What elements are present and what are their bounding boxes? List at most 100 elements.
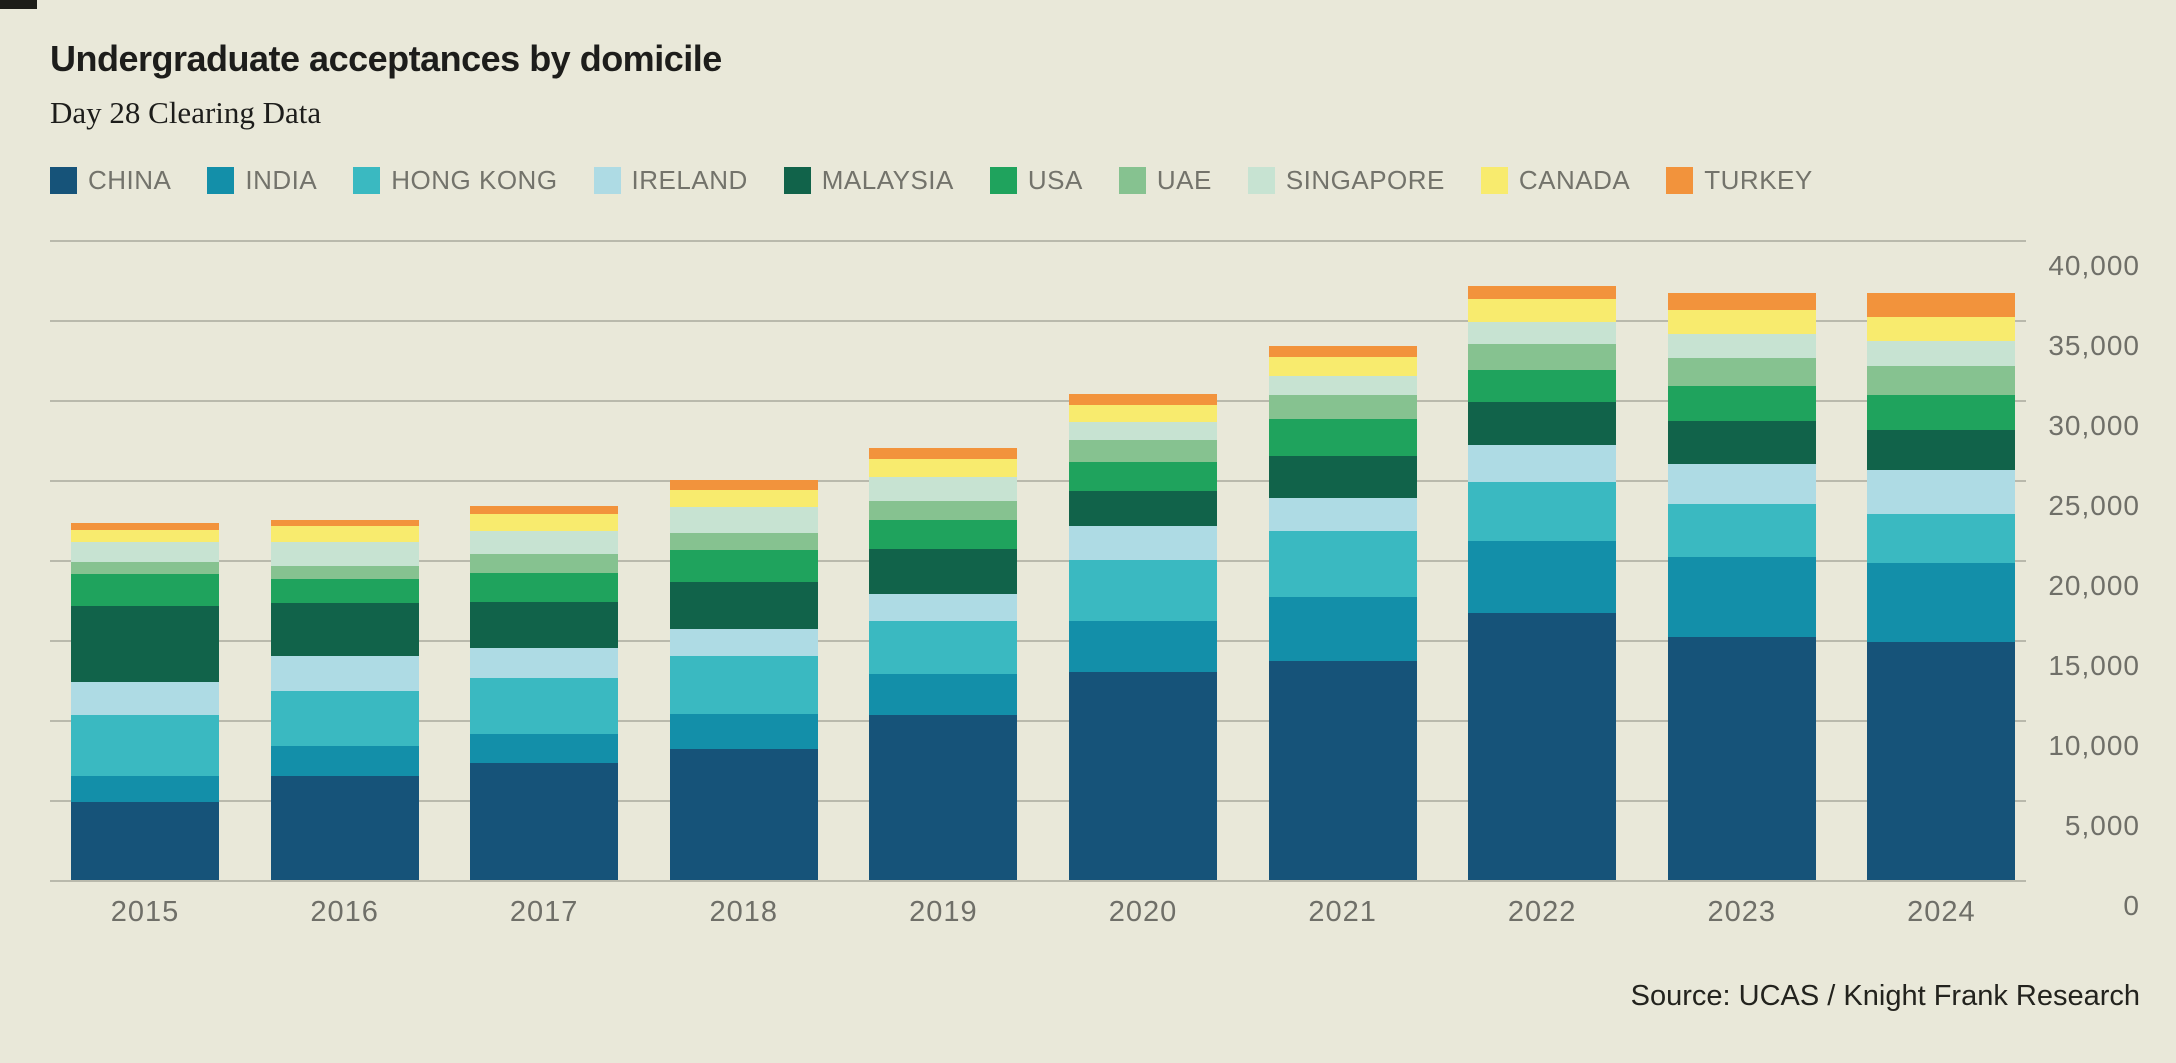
x-axis-label-2021: 2021: [1308, 896, 1377, 928]
bar-segment-singapore-2017: [470, 531, 619, 554]
bar-segment-ireland-2018: [669, 628, 818, 656]
bar-segment-uae-2016: [270, 566, 419, 580]
gridline-40000: [50, 240, 2026, 242]
legend-item-india: INDIA: [207, 165, 317, 196]
gridline-20000: [50, 560, 2026, 562]
gridline-35000: [50, 320, 2026, 322]
bar-segment-ireland-2017: [470, 648, 619, 679]
bar-segment-usa-2019: [869, 520, 1018, 549]
bar-segment-canada-2022: [1468, 299, 1617, 322]
bar-segment-china-2023: [1667, 636, 1816, 880]
legend-item-malaysia: MALAYSIA: [783, 165, 954, 196]
bar-segment-india-2023: [1667, 556, 1816, 637]
bar-segment-ireland-2015: [71, 681, 219, 716]
bar-segment-india-2017: [470, 734, 619, 764]
chart-subtitle: Day 28 Clearing Data: [50, 95, 322, 130]
x-axis-label-2016: 2016: [310, 896, 379, 928]
bar-segment-hong-kong-2021: [1268, 531, 1417, 597]
bar-segment-malaysia-2018: [669, 582, 818, 629]
chart-legend: CHINA INDIA HONG KONG IRELAND MALAYSIA USA UAE…: [50, 165, 1813, 196]
bar-2024: [1867, 0, 2016, 880]
x-axis-label-2018: 2018: [709, 896, 779, 928]
bar-segment-singapore-2016: [270, 542, 419, 567]
bar-segment-turkey-2015: [71, 523, 219, 530]
x-axis-label-2022: 2022: [1507, 896, 1577, 928]
legend-swatch-icon: [1666, 167, 1694, 194]
bar-segment-usa-2023: [1667, 385, 1816, 421]
bar-segment-uae-2017: [470, 553, 619, 573]
bar-segment-malaysia-2024: [1867, 430, 2016, 471]
bar-2017: [470, 0, 619, 880]
bar-segment-hong-kong-2023: [1667, 504, 1816, 557]
bar-2023: [1667, 0, 1816, 880]
bar-segment-india-2019: [869, 673, 1018, 716]
legend-swatch-icon: [1118, 167, 1146, 194]
bar-segment-india-2015: [71, 776, 219, 802]
bar-segment-usa-2017: [470, 572, 619, 602]
y-axis-tick-label: 10,000: [2048, 730, 2140, 761]
legend-item-usa: USA: [989, 165, 1083, 196]
bar-segment-uae-2018: [669, 532, 818, 551]
bar-segment-usa-2022: [1468, 369, 1617, 402]
legend-item-turkey: TURKEY: [1666, 165, 1812, 196]
bar-segment-china-2019: [869, 715, 1018, 880]
y-axis-tick-label: 30,000: [2048, 410, 2140, 441]
bar-segment-turkey-2018: [669, 480, 818, 490]
legend-label: CANADA: [1518, 165, 1631, 195]
bar-segment-china-2022: [1468, 612, 1617, 880]
bar-segment-india-2024: [1867, 563, 2016, 642]
bar-2021: [1268, 0, 1417, 880]
bar-segment-canada-2021: [1268, 356, 1417, 376]
legend-swatch-icon: [207, 167, 235, 194]
legend-item-china: CHINA: [50, 165, 171, 196]
legend-swatch-icon: [593, 167, 621, 194]
bar-segment-india-2022: [1468, 540, 1617, 613]
bar-segment-hong-kong-2016: [270, 691, 419, 746]
bar-segment-malaysia-2016: [270, 603, 419, 656]
gridline-10000: [50, 720, 2026, 722]
bar-segment-usa-2020: [1069, 462, 1217, 492]
x-axis-label-2020: 2020: [1108, 896, 1178, 928]
legend-label: IRELAND: [631, 165, 748, 195]
bar-segment-malaysia-2017: [470, 601, 619, 648]
x-axis-label-2019: 2019: [909, 896, 978, 928]
bar-segment-hong-kong-2018: [669, 656, 818, 714]
legend-label: HONG KONG: [391, 165, 558, 195]
corner-mark: [0, 0, 37, 9]
y-axis-tick-label: 5,000: [2064, 810, 2140, 841]
bar-segment-ireland-2024: [1867, 470, 2016, 514]
bar-segment-usa-2016: [270, 579, 419, 604]
bar-segment-turkey-2024: [1867, 292, 2016, 317]
bar-segment-turkey-2017: [470, 505, 619, 514]
legend-item-hong-kong: HONG KONG: [353, 165, 557, 196]
bar-segment-malaysia-2022: [1468, 401, 1617, 445]
legend-swatch-icon: [1480, 167, 1508, 194]
legend-label: INDIA: [245, 165, 318, 195]
bar-segment-uae-2023: [1667, 358, 1816, 386]
source-note: Source: UCAS / Knight Frank Research: [1630, 980, 2140, 1012]
legend-label: TURKEY: [1704, 165, 1813, 195]
x-axis-label-2015: 2015: [110, 896, 180, 928]
bar-segment-ireland-2016: [270, 656, 419, 692]
legend-swatch-icon: [783, 167, 811, 194]
bar-segment-usa-2021: [1268, 419, 1417, 456]
bar-segment-usa-2018: [669, 550, 818, 583]
x-axis-label-2017: 2017: [509, 896, 579, 928]
bar-segment-singapore-2018: [669, 507, 818, 533]
bar-segment-turkey-2020: [1069, 393, 1217, 405]
bar-segment-canada-2016: [270, 526, 419, 543]
bar-segment-ireland-2020: [1069, 526, 1217, 560]
bar-segment-india-2016: [270, 745, 419, 776]
bar-segment-china-2020: [1069, 672, 1217, 880]
bar-2015: [71, 0, 219, 880]
bar-segment-turkey-2019: [869, 448, 1018, 460]
bar-segment-china-2021: [1268, 660, 1417, 880]
bar-segment-india-2018: [669, 713, 818, 749]
bar-segment-singapore-2019: [869, 476, 1018, 501]
bar-segment-uae-2022: [1468, 344, 1617, 370]
bar-segment-ireland-2021: [1268, 497, 1417, 532]
y-axis-tick-label: 35,000: [2048, 330, 2140, 361]
bar-segment-hong-kong-2019: [869, 620, 1018, 674]
bar-segment-canada-2017: [470, 513, 619, 532]
legend-label: SINGAPORE: [1285, 165, 1445, 195]
